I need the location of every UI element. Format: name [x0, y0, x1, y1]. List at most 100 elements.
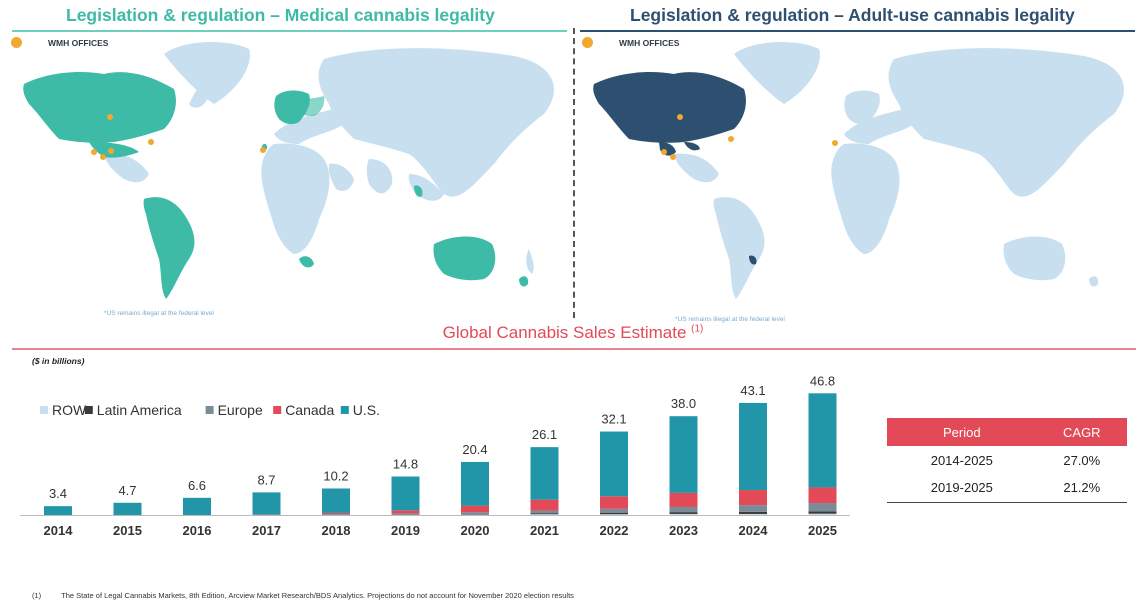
adult-use-legality-world-map: [593, 42, 1124, 299]
table-row: 2014-2025 27.0%: [887, 446, 1127, 474]
bar-segment: [461, 513, 489, 515]
legend-label: Canada: [285, 402, 334, 418]
x-tick-label: 2019: [391, 523, 420, 538]
bar-segment: [322, 512, 350, 514]
bar-segment: [44, 506, 72, 515]
legend-label: Europe: [218, 402, 263, 418]
bar-segment: [669, 506, 698, 513]
right-map-legend: WMH OFFICES: [619, 38, 680, 48]
x-tick-label: 2014: [44, 523, 74, 538]
cagr-table: Period CAGR 2014-2025 27.0% 2019-2025 21…: [887, 418, 1127, 503]
legend-label: Latin America: [97, 402, 182, 418]
bar-segment: [669, 512, 698, 514]
right-map-note: *US remains illegal at the federal level: [675, 316, 785, 323]
bar-segment: [530, 447, 559, 500]
bar-segment: [669, 416, 698, 493]
data-label: 26.1: [532, 427, 557, 442]
sales-stacked-bar-chart: ROW Latin America Europe Canada U.S. 3.4 2014 4…: [20, 373, 850, 538]
data-label: 8.7: [257, 472, 275, 487]
sales-title: Global Cannabis Sales Estimate (1): [0, 323, 1146, 343]
bar-segment: [252, 492, 281, 515]
bar-segment: [739, 402, 767, 491]
adult-use-map-title: Legislation & regulation – Adult-use can…: [630, 5, 1075, 25]
bar-segment: [808, 393, 837, 488]
bar-segment: [669, 513, 698, 515]
footnote: (1) The State of Legal Cannabis Markets, …: [32, 591, 574, 600]
period-header: Period: [887, 418, 1037, 446]
bar-segment: [808, 513, 837, 515]
legend-swatch: [340, 406, 349, 414]
legend-swatch: [84, 406, 93, 414]
bar-segment: [739, 511, 767, 514]
bar-segment: [461, 461, 489, 506]
period-cell: 2014-2025: [930, 452, 993, 468]
units-label: ($ in billions): [32, 356, 85, 366]
bar-segment: [739, 513, 767, 515]
bar-segment: [461, 512, 489, 514]
bar-segment: [530, 514, 559, 515]
cagr-header-row: Period CAGR: [887, 418, 1127, 446]
bar-segment: [391, 514, 420, 515]
bar-segment: [808, 487, 837, 504]
cagr-cell: 21.2%: [1036, 474, 1127, 503]
legend-swatch: [273, 406, 282, 414]
sales-title-rule: [12, 348, 1136, 350]
bar-segment: [322, 513, 350, 515]
bar-segment: [739, 490, 767, 506]
bar-segment: [600, 431, 628, 497]
x-tick-label: 2024: [739, 523, 769, 538]
period-cell: 2019-2025: [887, 474, 1037, 503]
data-label: 6.6: [188, 478, 206, 493]
bar-segment: [530, 510, 559, 514]
legend-swatch: [205, 406, 214, 414]
x-tick-label: 2016: [183, 523, 212, 538]
office-legend-dot-icon: [582, 37, 593, 48]
map-divider: [573, 28, 575, 318]
data-label: 32.1: [601, 412, 626, 427]
cagr-cell: 27.0%: [1063, 452, 1101, 468]
left-title-rule: [12, 30, 567, 32]
data-label: 3.4: [49, 486, 67, 501]
bar-segment: [322, 488, 350, 513]
x-tick-label: 2018: [322, 523, 351, 538]
x-tick-label: 2020: [461, 523, 490, 538]
data-label: 20.4: [462, 442, 487, 457]
bar-segment: [600, 514, 628, 515]
bar-segment: [669, 492, 698, 507]
data-label: 38.0: [671, 396, 696, 411]
bar-segment: [808, 503, 837, 512]
bar-segment: [461, 514, 489, 515]
x-tick-label: 2021: [530, 523, 559, 538]
bar-segment: [183, 497, 211, 515]
bar-segment: [600, 496, 628, 509]
x-tick-label: 2025: [808, 523, 837, 538]
data-label: 4.7: [118, 483, 136, 498]
right-title-rule: [580, 30, 1135, 32]
bar-segment: [600, 508, 628, 513]
legend-label: U.S.: [353, 402, 380, 418]
legend-swatch: [40, 406, 48, 414]
bar-segment: [391, 510, 420, 514]
bar-segment: [391, 476, 420, 511]
office-legend-dot-icon: [11, 37, 22, 48]
bar-segment: [808, 511, 837, 514]
x-tick-label: 2015: [113, 523, 142, 538]
medical-legality-world-map: [23, 42, 554, 299]
data-label: 10.2: [323, 468, 348, 483]
bar-segment: [530, 499, 559, 511]
bar-segment: [461, 505, 489, 513]
sales-title-text: Global Cannabis Sales Estimate: [442, 323, 687, 342]
left-map-legend: WMH OFFICES: [48, 38, 109, 48]
left-map-note: *US remains illegal at the federal level: [104, 310, 214, 317]
table-row: 2019-2025 21.2%: [887, 474, 1127, 503]
footnote-text: The State of Legal Cannabis Markets, 8th…: [61, 591, 574, 600]
bar-segment: [739, 505, 767, 512]
bar-segment: [530, 513, 559, 515]
footnote-number: (1): [32, 591, 42, 600]
x-tick-label: 2017: [252, 523, 281, 538]
data-label: 43.1: [740, 383, 765, 398]
x-tick-label: 2022: [600, 523, 629, 538]
sales-title-footnote-ref: (1): [691, 323, 704, 335]
bar-segment: [113, 502, 142, 515]
x-tick-label: 2023: [669, 523, 698, 538]
